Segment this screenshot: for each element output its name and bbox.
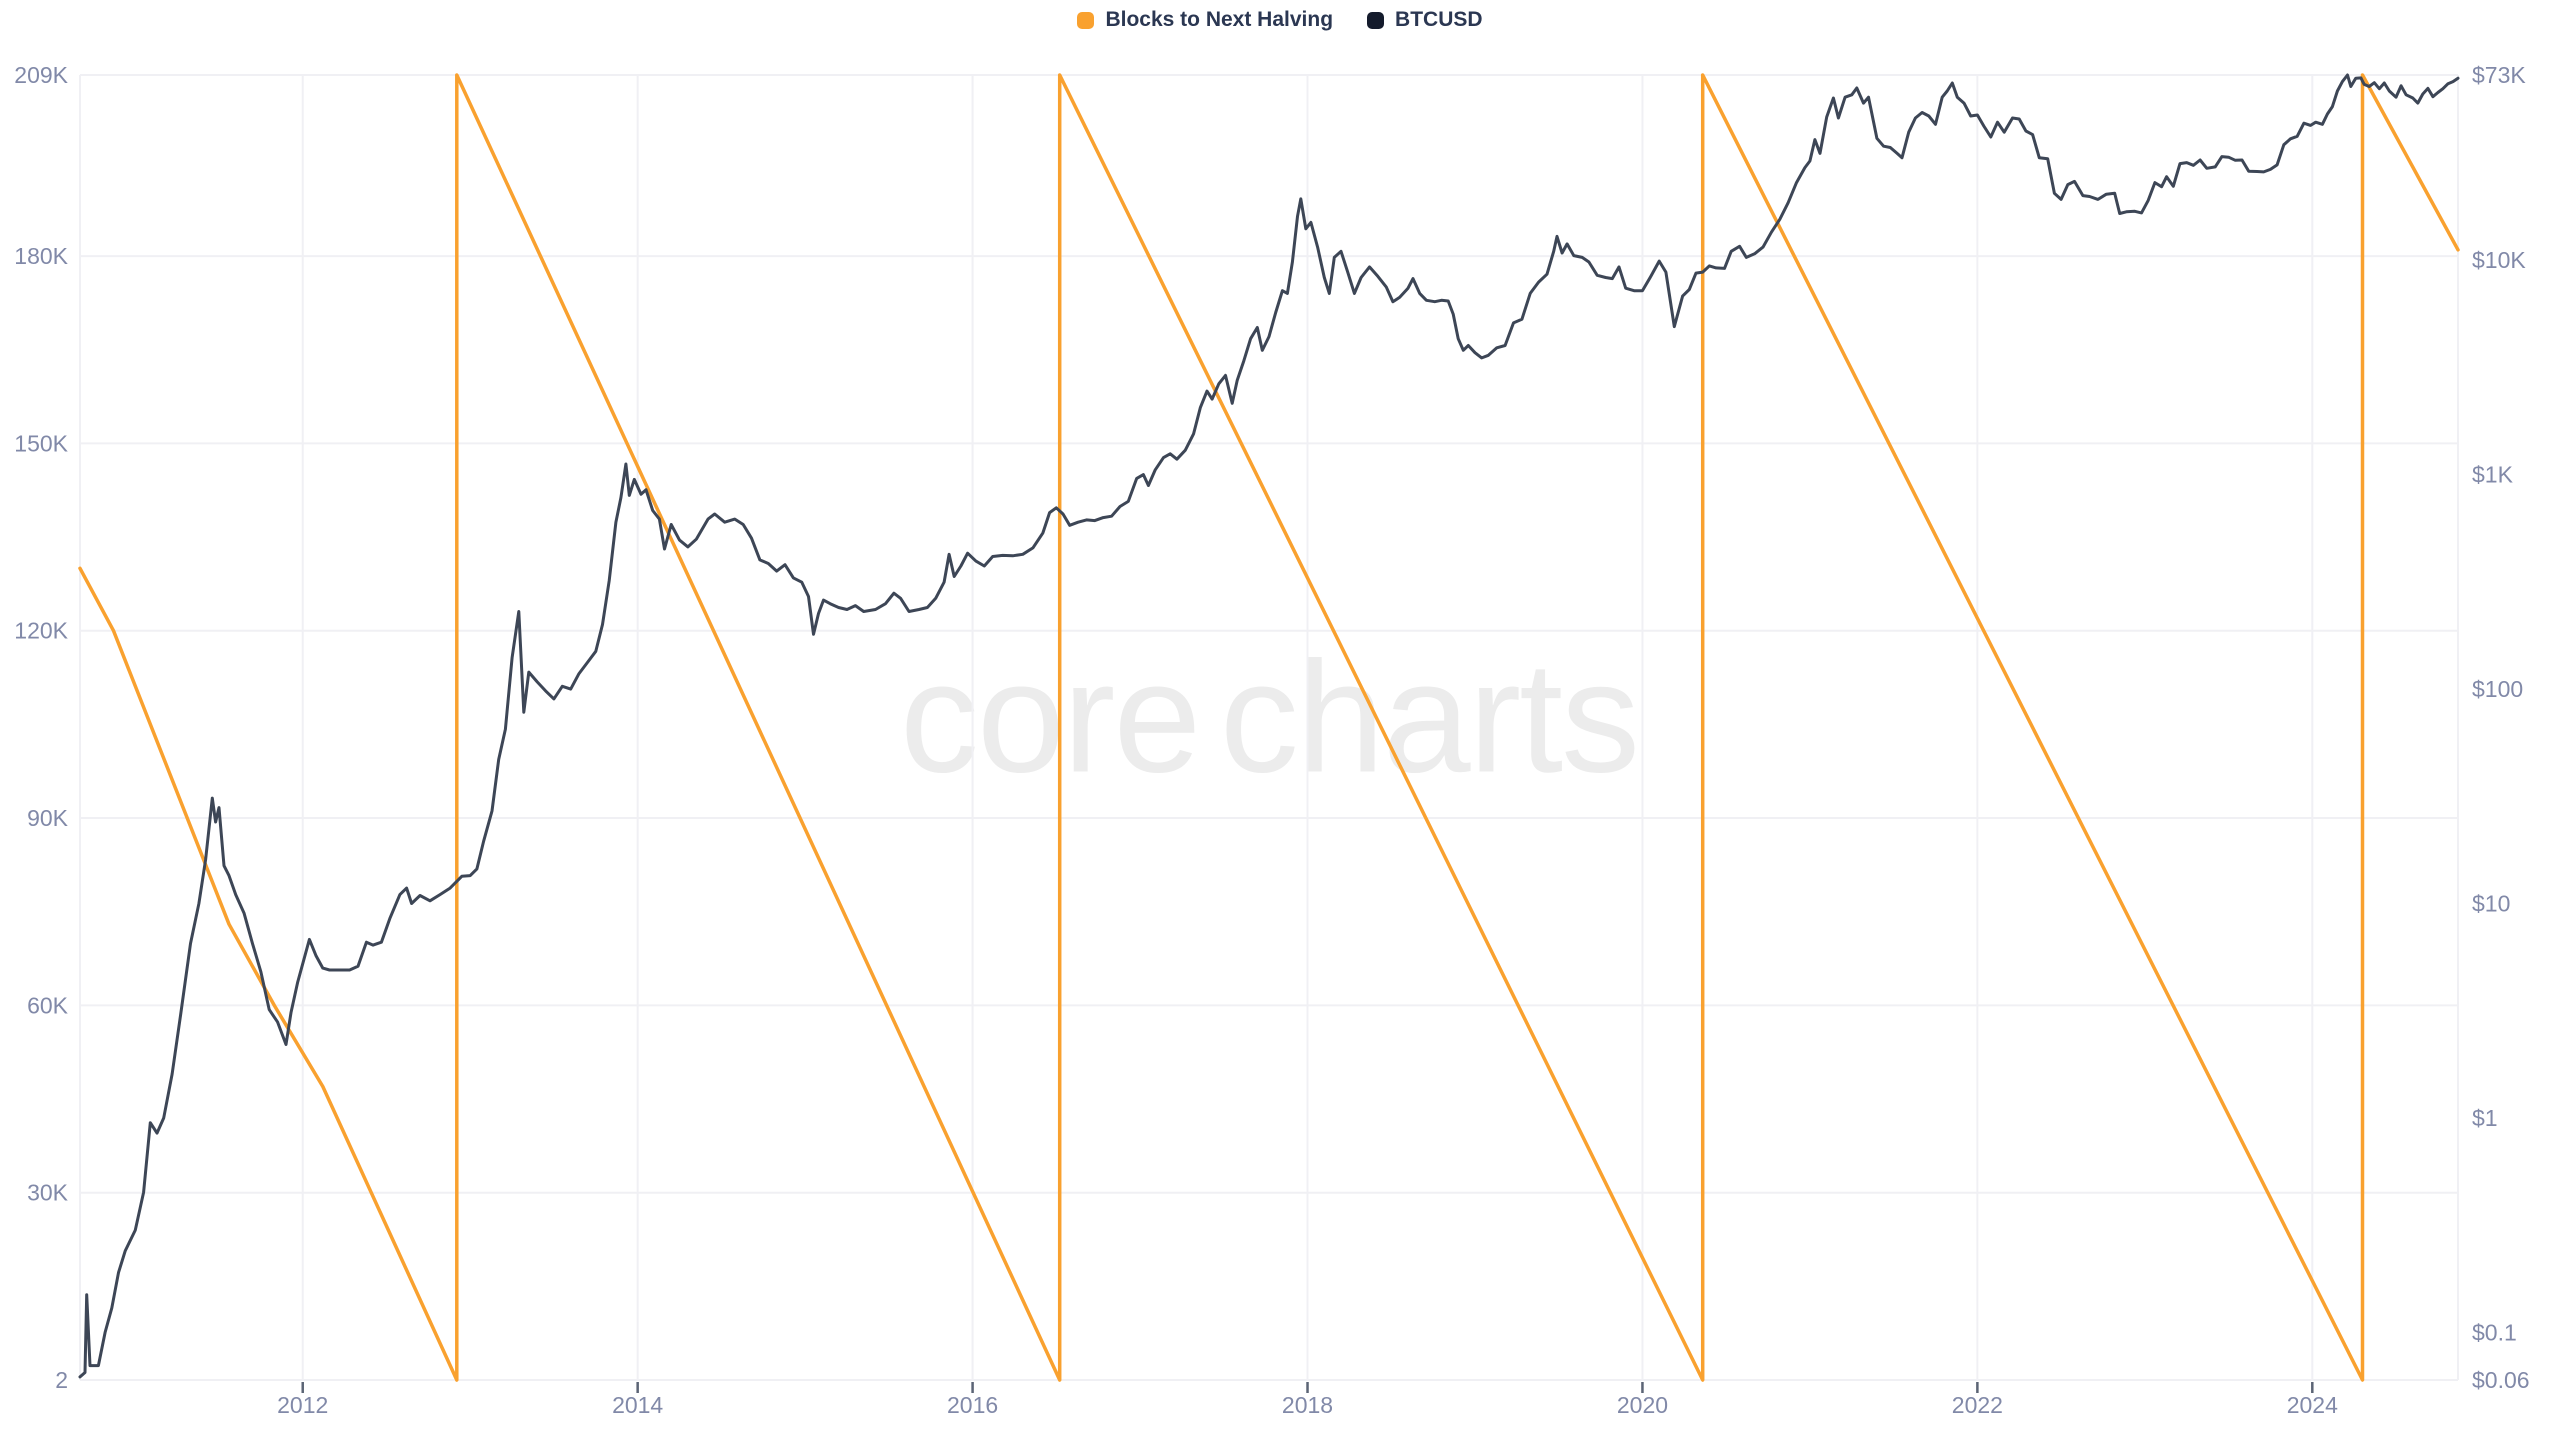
left-axis-label: 2 xyxy=(55,1367,68,1393)
legend-swatch-blocks-icon xyxy=(1077,11,1095,29)
right-axis-label: $0.06 xyxy=(2472,1367,2530,1393)
legend-item-blocks-to-next-halving[interactable]: Blocks to Next Halving xyxy=(1077,8,1333,32)
blocks-to-next-halving-line xyxy=(78,73,2460,1382)
legend-label-btcusd: BTCUSD xyxy=(1395,8,1483,31)
x-axis-label: 2022 xyxy=(1952,1392,2003,1418)
left-axis-label: 60K xyxy=(27,992,69,1018)
legend-item-btcusd[interactable]: BTCUSD xyxy=(1367,8,1483,32)
left-axis-label: 30K xyxy=(27,1180,69,1206)
legend: Blocks to Next Halving BTCUSD xyxy=(0,8,2560,32)
legend-label-blocks: Blocks to Next Halving xyxy=(1105,8,1334,31)
legend-swatch-btcusd-icon xyxy=(1367,11,1385,29)
left-axis-label: 90K xyxy=(27,805,69,831)
watermark-charts: charts xyxy=(1219,629,1640,806)
left-axis-label: 209K xyxy=(14,62,68,88)
x-axis-label: 2016 xyxy=(947,1392,998,1418)
right-axis-label: $0.1 xyxy=(2472,1319,2517,1345)
right-axis-label: $10 xyxy=(2472,891,2510,917)
right-axis-label: $1 xyxy=(2472,1105,2498,1131)
right-axis-label: $73K xyxy=(2472,62,2526,88)
watermark: core charts xyxy=(899,628,1640,809)
left-axis-label: 180K xyxy=(14,243,68,269)
x-axis-label: 2018 xyxy=(1282,1392,1333,1418)
right-axis-label: $10K xyxy=(2472,247,2526,273)
btcusd-line xyxy=(78,73,2460,1379)
x-axis-label: 2014 xyxy=(612,1392,663,1418)
left-axis-label: 120K xyxy=(14,618,68,644)
right-axis-label: $1K xyxy=(2472,462,2514,488)
x-axis-label: 2024 xyxy=(2287,1392,2338,1418)
right-axis-label: $100 xyxy=(2472,676,2523,702)
x-axis-label: 2020 xyxy=(1617,1392,1668,1418)
x-axis-label: 2012 xyxy=(277,1392,328,1418)
left-axis-label: 150K xyxy=(14,430,68,456)
watermark-core: core xyxy=(899,629,1201,806)
